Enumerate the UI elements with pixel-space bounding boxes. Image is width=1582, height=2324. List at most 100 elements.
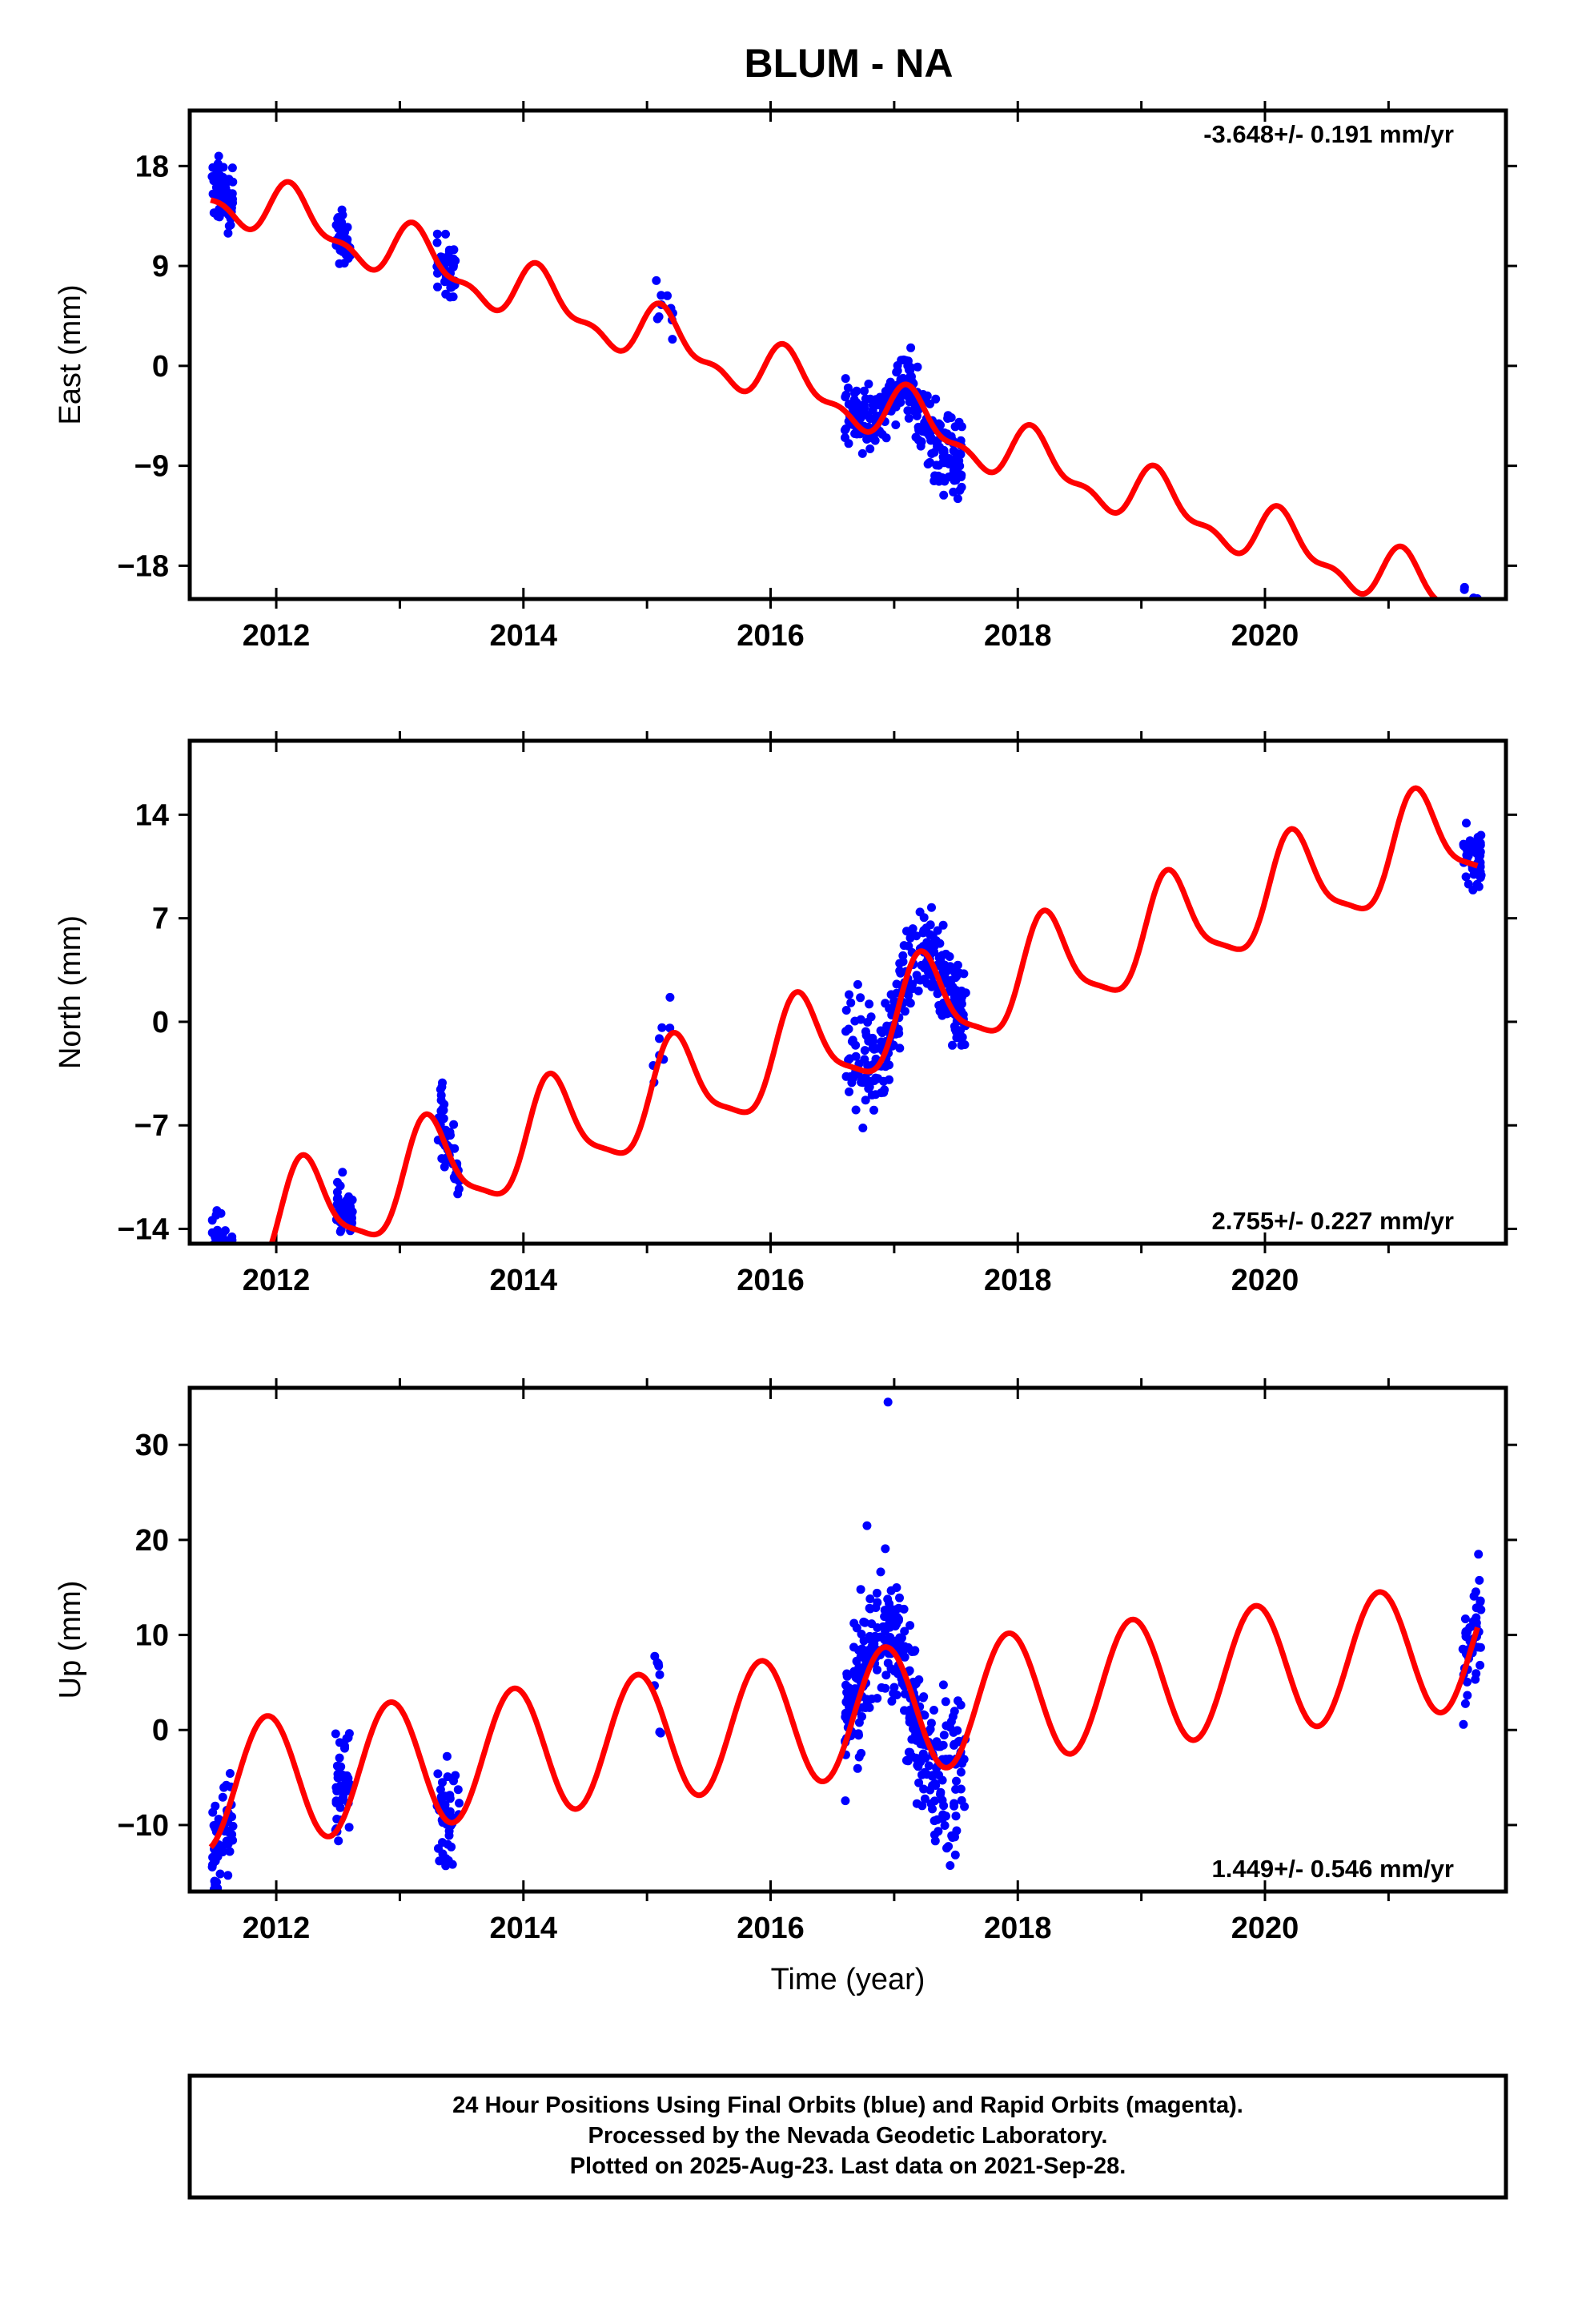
up-point [893,1616,903,1625]
up-point [917,1801,927,1811]
north-point [219,1260,227,1269]
up-model-line [208,1589,1480,1850]
east-point [228,195,237,204]
east-point [906,343,916,352]
north-xtick-label: 2020 [1231,1264,1299,1297]
page-title: BLUM - NA [744,41,953,86]
up-point [331,1729,340,1739]
north-point [865,1076,874,1086]
north-point [1462,818,1471,828]
up-outlier-point [862,1521,872,1530]
north-point [211,1232,220,1242]
north-point [953,960,962,970]
east-frame [187,108,1508,601]
north-point [332,1188,342,1197]
up-point [218,1848,227,1857]
up-frame [187,1385,1508,1894]
up-point [1476,1605,1486,1614]
east-point [1469,601,1478,609]
east-ytick-label: 18 [135,150,169,183]
up-point [934,1827,943,1836]
east-point [939,456,949,466]
north-xtick-label: 2014 [490,1264,558,1297]
north-point [228,1261,237,1269]
east-point [1467,624,1476,633]
up-point [208,1860,217,1870]
east-point [213,211,223,221]
east-point [227,163,237,173]
north-point [853,979,862,989]
up-point [950,1740,958,1750]
north-point [945,952,954,961]
east-point [652,275,661,285]
up-point [841,1708,850,1718]
east-xtick-label: 2018 [984,619,1052,653]
east-point [448,260,458,270]
up-point [445,1794,455,1803]
up-ytick-label: 0 [152,1714,169,1747]
up-point [435,1856,444,1866]
east-point [939,448,949,457]
north-point [209,1265,218,1273]
north-point [865,999,874,1009]
east-point [1463,601,1472,610]
east-point [901,356,910,365]
east-point [1459,605,1468,614]
east-point [841,433,849,442]
north-xtick-label: 2012 [243,1264,311,1297]
north-point [905,999,915,1008]
east-point [1476,621,1484,630]
north-point [879,1076,889,1086]
up-point [844,1683,853,1693]
east-point [870,436,880,445]
east-point [1475,644,1484,653]
up-point [1463,1691,1472,1700]
north-point [338,1168,347,1177]
north-xtick-label: 2018 [984,1264,1052,1297]
north-ytick-label: −14 [118,1213,169,1247]
east-point [912,411,921,420]
east-point [904,365,913,375]
north-point [1465,836,1475,846]
up-point [952,1776,961,1786]
east-point [939,490,949,500]
up-point [889,1683,899,1692]
north-frame [187,738,1508,1246]
up-point [1459,1719,1468,1729]
east-point [957,482,966,492]
up-point [335,1753,344,1763]
east-point [913,362,922,372]
north-point [898,951,908,960]
up-point [948,1833,958,1842]
east-point [1472,635,1481,644]
up-point [924,1761,934,1771]
north-point [848,1074,857,1084]
north-point [226,1260,235,1269]
up-point [900,1626,909,1636]
up-point [215,1869,225,1879]
north-point [934,953,944,963]
up-point [438,1849,448,1859]
up-panel: 2012 2014 2016 2018 2020 −10 0 10 20 30 Up (mm) Tim… [54,1378,1517,1996]
north-point [927,903,936,912]
up-point [852,1656,861,1666]
up-point [930,1836,940,1846]
north-point [1476,870,1486,880]
north-point [920,975,930,983]
north-ytick-label: −7 [135,1109,169,1143]
north-point [956,1026,966,1035]
north-point [219,1263,228,1272]
north-point [856,1015,865,1024]
east-point [957,472,966,481]
east-point [1466,622,1475,631]
north-point [454,1184,464,1194]
up-point [867,1695,877,1703]
footer-line-1: 24 Hour Positions Using Final Orbits (bl… [452,2093,1243,2118]
up-point [443,1839,452,1849]
east-point [656,291,666,300]
east-point [930,471,940,480]
north-point [217,1244,226,1253]
east-point [441,229,450,239]
north-point [844,1024,853,1034]
up-point [849,1667,859,1676]
